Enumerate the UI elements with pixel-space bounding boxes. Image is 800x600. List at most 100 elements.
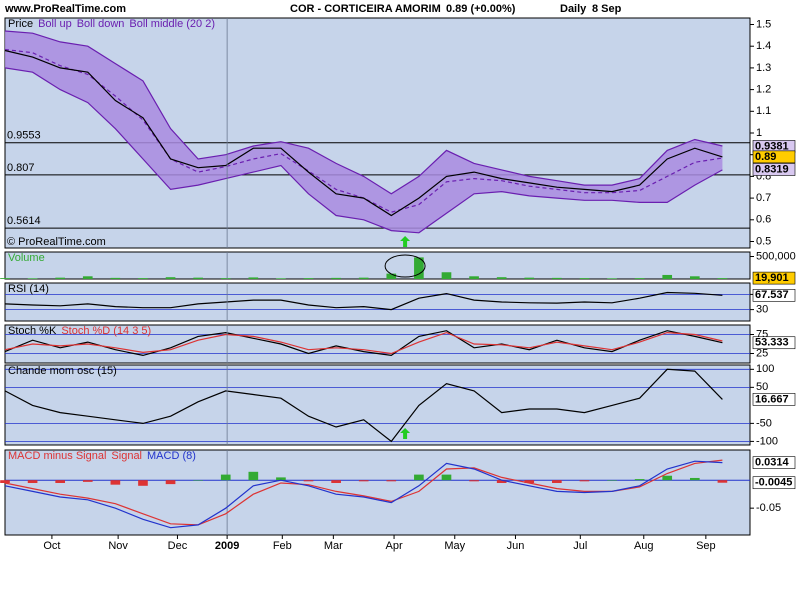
series-line xyxy=(4,330,723,357)
bar xyxy=(220,278,231,279)
bar xyxy=(220,474,231,481)
x-tick-label: Jun xyxy=(507,540,525,552)
bar xyxy=(358,480,369,482)
bar xyxy=(717,278,728,279)
y-tick-label: 1.1 xyxy=(756,105,771,117)
watermark: © ProRealTime.com xyxy=(7,236,106,248)
bar xyxy=(689,477,700,481)
bar xyxy=(662,475,673,481)
last-value-box xyxy=(752,150,796,164)
last-value-label: -0.0045 xyxy=(755,477,792,489)
last-value-box xyxy=(752,271,796,285)
series-line xyxy=(4,460,723,529)
x-tick-label: 2009 xyxy=(215,540,239,552)
y-tick-label: 1.4 xyxy=(756,40,771,52)
arrow xyxy=(400,236,411,247)
quote: 0.89 (+0.00%) xyxy=(446,3,516,15)
bar xyxy=(303,480,314,482)
bar xyxy=(469,480,479,482)
panel xyxy=(4,364,751,446)
last-value-label: 67.537 xyxy=(755,289,789,301)
panel xyxy=(4,282,751,322)
x-tick-label: Apr xyxy=(385,540,402,552)
series-line xyxy=(4,49,723,217)
date: 8 Sep xyxy=(592,3,622,15)
y-tick-label: 100 xyxy=(756,363,774,375)
bar xyxy=(165,277,176,279)
legend-entry: Boll up xyxy=(38,18,72,30)
y-tick-label: 1.3 xyxy=(756,62,771,74)
y-tick-label: 1.2 xyxy=(756,84,771,96)
x-tick-label: May xyxy=(444,540,465,552)
last-value-label: 0.0314 xyxy=(755,457,790,469)
last-value-label: 53.333 xyxy=(755,337,789,349)
bar xyxy=(27,480,38,483)
bollinger-band xyxy=(5,31,723,233)
bar xyxy=(331,480,341,483)
ticker: COR - CORTICEIRA AMORIM xyxy=(290,3,441,15)
legend-entry: Price xyxy=(8,18,33,30)
bar xyxy=(82,480,93,482)
y-tick-label: 0.7 xyxy=(756,192,771,204)
bar xyxy=(414,257,424,279)
last-value-label: 0.8319 xyxy=(755,163,789,175)
legend-entry: MACD (8) xyxy=(147,450,196,462)
bar xyxy=(165,480,176,485)
bar xyxy=(552,277,562,279)
bar xyxy=(634,479,645,481)
y-tick-label: 25 xyxy=(756,347,768,359)
bar xyxy=(138,480,148,486)
bar xyxy=(524,480,535,483)
y-tick-label: 50 xyxy=(756,381,768,393)
last-value-label: 16.667 xyxy=(755,393,789,405)
bar xyxy=(496,480,507,483)
bar xyxy=(358,277,369,279)
period: Daily xyxy=(560,3,587,15)
legend-entry: Stoch %D (14 3 5) xyxy=(61,325,151,337)
y-tick-label: 30 xyxy=(756,304,768,316)
bar xyxy=(441,272,452,279)
x-tick-label: Nov xyxy=(108,540,128,552)
panel xyxy=(4,324,751,364)
y-tick-label: 1.5 xyxy=(756,18,771,30)
bar xyxy=(469,276,479,279)
panel xyxy=(4,251,751,280)
level-label: 0.807 xyxy=(7,162,35,174)
bar xyxy=(386,273,397,279)
bar xyxy=(496,277,507,279)
bar xyxy=(82,276,93,279)
series-line xyxy=(4,30,723,195)
legend-entry: Boll middle (20 2) xyxy=(129,18,215,30)
y-tick-label: -0.05 xyxy=(756,502,781,514)
level-label: 0.5614 xyxy=(7,215,41,227)
bar xyxy=(248,471,259,481)
y-tick-label: -50 xyxy=(756,417,772,429)
bar xyxy=(607,278,617,279)
site: www.ProRealTime.com xyxy=(4,3,126,15)
arrow xyxy=(400,428,411,439)
series-line xyxy=(4,368,723,443)
legend-entry: MACD minus Signal xyxy=(8,450,106,462)
highlight xyxy=(384,254,426,278)
x-tick-label: Oct xyxy=(43,540,60,552)
x-tick-label: Dec xyxy=(168,540,188,552)
bar xyxy=(524,277,535,279)
bar xyxy=(110,480,121,485)
bar xyxy=(27,278,38,279)
y-tick-label: 500,000 xyxy=(756,250,796,262)
y-tick-label: 0.6 xyxy=(756,214,771,226)
legend-entry: Signal xyxy=(111,450,142,462)
bar xyxy=(607,480,617,481)
legend-entry: RSI (14) xyxy=(8,283,49,295)
bar xyxy=(0,480,10,483)
legend-entry: Stoch %K xyxy=(8,325,57,337)
bar xyxy=(276,477,286,481)
bar xyxy=(193,480,203,481)
x-tick-label: Aug xyxy=(634,540,654,552)
bar xyxy=(441,474,452,481)
bar xyxy=(138,278,148,279)
bar xyxy=(579,278,590,279)
x-tick-label: Mar xyxy=(324,540,343,552)
bar xyxy=(110,277,121,279)
